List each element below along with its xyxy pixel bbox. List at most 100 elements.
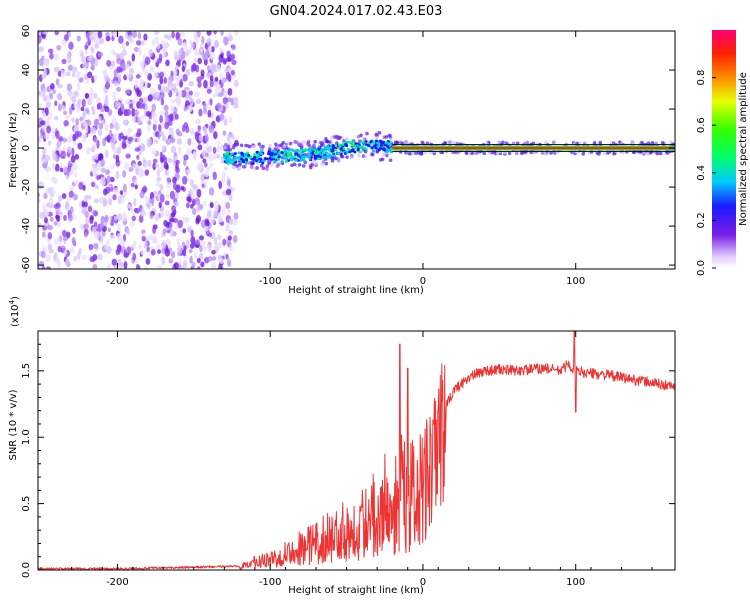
spectrogram-noise-cell xyxy=(74,90,79,96)
spectrogram-noise-cell xyxy=(104,105,110,113)
spectrogram-noise-cell xyxy=(81,98,86,108)
spectrogram-noise-cell xyxy=(159,114,164,124)
spectrogram-noise-cell xyxy=(192,151,197,158)
spectrogram-noise-cell xyxy=(54,237,59,245)
spectrogram-noise-cell xyxy=(181,65,186,73)
spectrogram-noise-cell xyxy=(53,203,60,209)
spectrogram-noise-cell xyxy=(68,190,74,198)
spectrogram-noise-cell xyxy=(114,80,118,87)
spectrogram-noise-cell xyxy=(167,157,172,164)
spectrogram-noise-cell xyxy=(226,50,231,58)
spectrogram-noise-cell xyxy=(112,91,117,101)
spectrogram-noise-cell xyxy=(196,257,201,264)
spectrogram-ridge-core-cell xyxy=(270,157,274,161)
spectrogram-noise-cell xyxy=(196,266,201,269)
spectrogram-ridge-core-cell xyxy=(366,143,370,147)
spectrogram-noise-cell xyxy=(81,254,87,260)
spectrogram-noise-cell xyxy=(151,150,157,156)
spectrogram-noise-cell xyxy=(227,235,233,241)
spectrogram-noise-cell xyxy=(207,109,212,118)
spectrogram-noise-cell xyxy=(129,221,135,227)
spectrogram-x-tick-label: 100 xyxy=(566,276,585,287)
spectrogram-noise-cell xyxy=(158,201,162,209)
spectrogram-noise-cell xyxy=(150,249,156,256)
spectrogram-x-ticks: -200 -100 0 100 xyxy=(106,31,585,287)
spectrogram-ridge-core-cell xyxy=(385,150,389,154)
spectrogram-ridge-core-cell xyxy=(277,155,281,159)
spectrogram-noise-cell xyxy=(203,102,207,110)
spectrogram-ridge-core-cell xyxy=(307,147,312,151)
spectrogram-noise-cell xyxy=(203,170,210,178)
spectrogram-noise-cell xyxy=(174,155,178,162)
spectrogram-ridge-halo-cell xyxy=(659,151,663,156)
spectrogram-noise-cell xyxy=(164,110,169,118)
spectrogram-noise-cell xyxy=(212,153,218,160)
spectrogram-noise-cell xyxy=(138,102,144,109)
spectrogram-noise-cell xyxy=(177,219,183,229)
spectrogram-ridge-core-cell xyxy=(350,143,355,147)
spectrogram-noise-cell xyxy=(87,205,93,213)
spectrogram-ridge-halo-cell xyxy=(292,162,297,167)
spectrogram-noise-cell xyxy=(183,154,189,161)
spectrogram-ridge-core-cell xyxy=(276,158,280,161)
spectrogram-ridge-core-cell xyxy=(302,158,306,162)
spectrogram-y-tick-label: 60 xyxy=(21,25,32,38)
spectrogram-noise-cell xyxy=(49,83,55,90)
spectrogram-noise-cell xyxy=(132,252,137,261)
spectrogram-noise-cell xyxy=(135,40,142,46)
spectrogram-noise-cell xyxy=(133,46,140,53)
spectrogram-noise-cell xyxy=(71,147,75,156)
spectrogram-noise-cell xyxy=(67,32,72,38)
spectrogram-noise-cell xyxy=(216,153,221,159)
spectrogram-noise-cell xyxy=(171,250,176,259)
spectrogram-noise-cell xyxy=(213,31,217,35)
spectrogram-noise-cell xyxy=(209,79,215,88)
spectrogram-noise-cell xyxy=(228,193,233,201)
spectrogram-ridge-halo-cell xyxy=(501,140,505,145)
spectrogram-noise-cell xyxy=(126,203,132,209)
spectrogram-noise-cell xyxy=(109,176,115,183)
spectrogram-noise-cell xyxy=(126,229,131,235)
spectrogram-ridge-core-cell xyxy=(379,146,383,150)
spectrogram-noise-cell xyxy=(49,52,54,60)
spectrogram-noise-cell xyxy=(170,211,176,218)
spectrogram-ridge-halo-cell xyxy=(268,143,272,148)
spectrogram-noise-cell xyxy=(205,49,210,57)
spectrogram-noise-cell xyxy=(182,249,187,257)
spectrogram-noise-cell xyxy=(215,64,221,72)
spectrogram-noise-cell xyxy=(208,153,214,162)
spectrogram-ridge-core-cell xyxy=(337,143,342,147)
spectrogram-noise-cell xyxy=(103,74,110,81)
spectrogram-ridge-halo-cell xyxy=(269,163,274,167)
spectrogram-y-tick-label: 0 xyxy=(21,145,32,151)
spectrogram-noise-cell xyxy=(162,228,167,235)
spectrogram-noise-cell xyxy=(117,212,122,222)
spectrogram-ridge-core-cell xyxy=(345,150,349,154)
spectrogram-noise-cell xyxy=(60,70,66,78)
spectrogram-noise-cell xyxy=(104,81,111,90)
spectrogram-noise-cell xyxy=(214,41,220,47)
spectrogram-ridge-halo-cell xyxy=(239,143,244,148)
spectrogram-ridge-core-cell xyxy=(359,139,363,143)
spectrogram-noise-cell xyxy=(125,153,131,159)
spectrogram-noise-cell xyxy=(190,229,194,238)
spectrogram-ridge-core-cell xyxy=(299,158,303,162)
spectrogram-noise-cell xyxy=(195,119,201,124)
spectrogram-noise-cell xyxy=(68,106,73,116)
spectrogram-noise-cell xyxy=(194,47,198,56)
snr-y-tick-label: 1.5 xyxy=(21,363,32,379)
spectrogram-noise-cell xyxy=(53,254,57,262)
spectrogram-ridge-halo-cell xyxy=(420,140,425,145)
spectrogram-ridge-core-cell xyxy=(241,160,245,164)
spectrogram-ridge-core-cell xyxy=(256,155,261,158)
spectrogram-ridge-core-cell xyxy=(347,141,352,144)
spectrogram-noise-cell xyxy=(147,73,153,81)
spectrogram-noise-cell xyxy=(66,83,73,92)
spectrogram-ridge-halo-cell xyxy=(312,143,316,148)
spectrogram-noise-cell xyxy=(80,106,85,112)
spectrogram-noise-cell xyxy=(97,51,104,58)
spectrogram-noise-cell xyxy=(140,146,146,152)
spectrogram-noise-cell xyxy=(225,188,232,196)
spectrogram-noise-cell xyxy=(198,108,203,117)
spectrogram-noise-cell xyxy=(197,80,202,88)
